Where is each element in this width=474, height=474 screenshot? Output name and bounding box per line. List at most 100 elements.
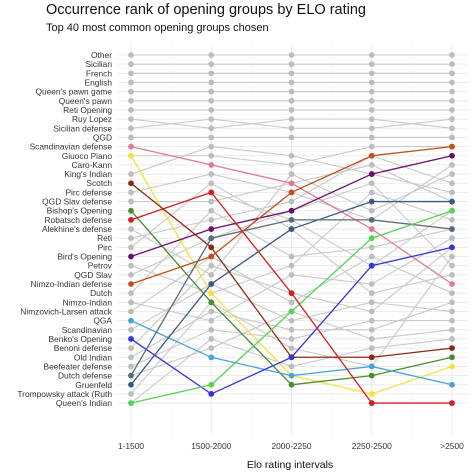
highlighted-series [128, 143, 455, 406]
y-tick-label: Caro-Kann [71, 160, 112, 170]
data-point [288, 180, 295, 187]
data-point [208, 143, 215, 150]
data-point [288, 345, 295, 352]
data-point [128, 226, 134, 232]
data-point [128, 290, 134, 297]
y-tick-label: QGA [93, 316, 112, 326]
x-tick-label: 2250-2500 [352, 441, 392, 451]
series [128, 171, 455, 278]
data-point [449, 354, 455, 361]
data-point [449, 336, 455, 342]
data-point [449, 171, 455, 177]
data-point [368, 143, 375, 150]
data-point [208, 70, 215, 77]
data-point [208, 171, 215, 177]
data-point [288, 189, 295, 196]
data-point [288, 152, 295, 159]
data-point [208, 134, 215, 141]
data-point [128, 143, 134, 150]
data-point [288, 79, 295, 86]
data-point [449, 116, 455, 123]
series [128, 79, 455, 86]
data-point [128, 244, 134, 251]
x-tick-label: 2000-2250 [271, 441, 311, 451]
y-tick-label: Trompowsky attack (Ruth [17, 389, 112, 399]
data-point [368, 52, 375, 58]
data-point [288, 134, 295, 141]
data-point [128, 363, 134, 370]
data-point [208, 189, 215, 196]
series [128, 134, 455, 141]
y-tick-label: Queen's pawn [59, 96, 113, 106]
series [128, 52, 455, 58]
data-point [288, 97, 295, 104]
data-point [128, 116, 134, 123]
y-tick-label: King's Indian [64, 169, 112, 179]
data-point [288, 116, 295, 123]
data-point [208, 198, 215, 205]
data-point [368, 299, 375, 306]
data-point [368, 226, 375, 232]
series [128, 97, 455, 104]
series [128, 198, 455, 388]
data-point [449, 216, 455, 223]
data-point [368, 61, 375, 68]
data-point [449, 107, 455, 113]
data-point [288, 271, 295, 278]
data-point [208, 88, 215, 95]
data-point [449, 143, 455, 150]
data-point [128, 207, 134, 214]
series [128, 116, 455, 132]
y-tick-label: Reti [97, 233, 112, 243]
data-point [288, 226, 295, 232]
data-point [449, 271, 455, 278]
y-tick-label: Nimzo-Indian [63, 297, 113, 307]
data-point [368, 79, 375, 86]
data-point [128, 400, 134, 406]
data-point [449, 281, 455, 287]
data-point [449, 363, 455, 370]
data-point [368, 400, 375, 406]
data-point [368, 235, 375, 242]
series [128, 216, 455, 379]
data-point [208, 253, 215, 260]
data-point [288, 299, 295, 306]
data-point [288, 70, 295, 77]
data-point [128, 345, 134, 352]
x-tick-label: >2500 [440, 441, 464, 451]
data-point [128, 198, 134, 205]
series [128, 143, 455, 287]
data-point [368, 107, 375, 113]
data-point [128, 308, 134, 315]
data-point [449, 125, 455, 132]
data-point [208, 116, 215, 123]
data-point [208, 326, 215, 333]
data-point [449, 207, 455, 214]
y-tick-label: Pirc [98, 242, 112, 252]
series [128, 152, 455, 260]
data-point [208, 216, 215, 223]
y-tick-label: Giuoco Piano [62, 151, 113, 161]
y-tick-label: Robatsch defense [44, 215, 112, 225]
data-point [368, 198, 375, 205]
data-point [449, 97, 455, 104]
data-point [128, 271, 134, 278]
data-point [288, 363, 295, 370]
data-point [449, 244, 455, 251]
data-point [288, 308, 295, 315]
data-point [449, 61, 455, 68]
data-point [449, 299, 455, 306]
y-tick-label: Sicilian [85, 59, 112, 69]
data-point [449, 70, 455, 77]
series [128, 317, 455, 370]
data-point [128, 317, 134, 324]
data-point [128, 125, 134, 132]
data-point [368, 391, 375, 397]
y-tick-label: QGD Slav [74, 270, 113, 280]
y-tick-label: Nimzo-Indian defense [31, 279, 113, 289]
data-point [208, 61, 215, 68]
x-tick-label: 1-1500 [118, 441, 144, 451]
data-point [368, 372, 375, 379]
y-tick-label: Pirc defense [65, 187, 112, 197]
